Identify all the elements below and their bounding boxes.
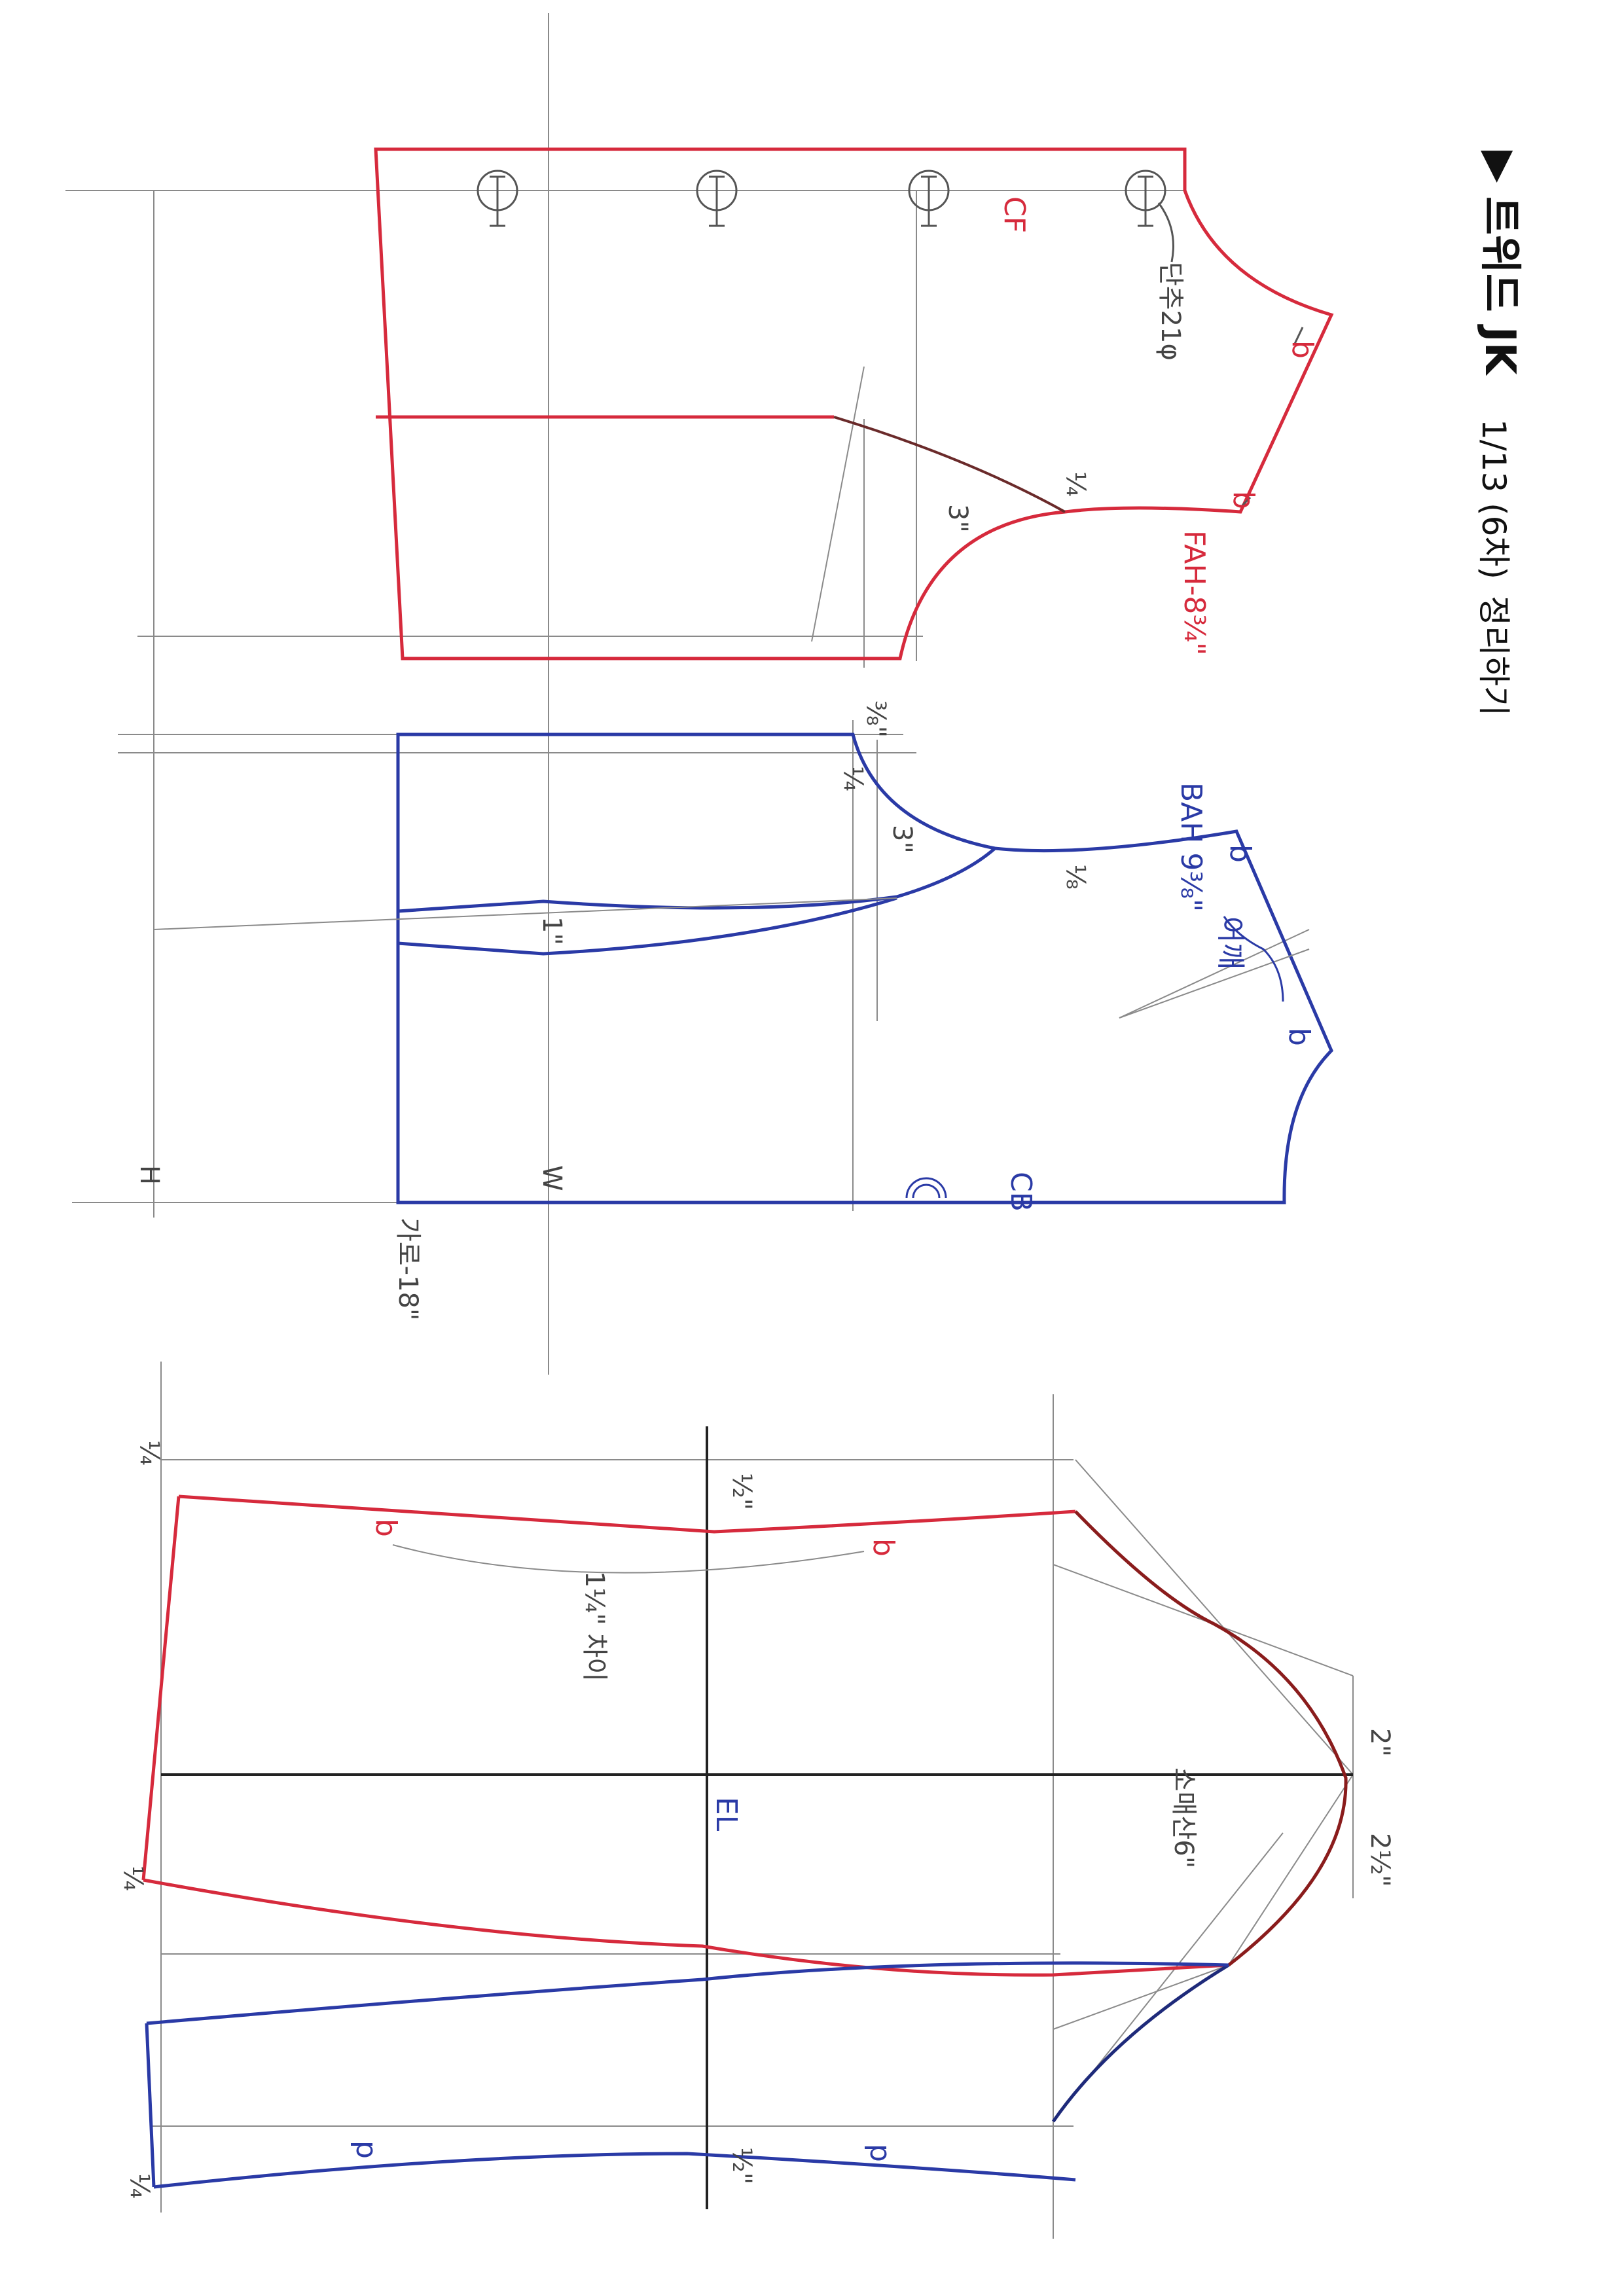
cap-height-label: 소매산6" bbox=[1168, 1767, 1199, 1868]
back-dart-lower bbox=[397, 896, 897, 956]
sleeve-front-notch: b bbox=[369, 1519, 403, 1537]
cf-label: CF bbox=[998, 196, 1031, 233]
back-notch: b bbox=[1282, 1028, 1316, 1046]
back-outline bbox=[396, 732, 1333, 1204]
shoulder-note: 어깨 bbox=[1214, 916, 1247, 969]
sleeve-under-seam bbox=[153, 2152, 1076, 2189]
back-armhole-label: BAH 9⅜" bbox=[1174, 782, 1208, 912]
sleeve-front-seam bbox=[143, 1878, 1229, 1977]
back-notch: b bbox=[1223, 844, 1257, 863]
hip-label: H bbox=[134, 1165, 164, 1185]
neck-mark-label: ¼ bbox=[838, 766, 868, 791]
hem-mark: ¼ bbox=[118, 1866, 148, 1891]
cap-side-mark: 2½" bbox=[1365, 1833, 1395, 1887]
sleeve-back-notch: p bbox=[350, 2141, 383, 2159]
hem-mark: ¼ bbox=[124, 2173, 154, 2199]
front-armhole-label: FAH-8¾" bbox=[1178, 530, 1211, 655]
width-label: 가로-18" bbox=[393, 1218, 423, 1320]
button-circle-icon bbox=[1125, 170, 1166, 227]
sheet-title: ▶ 트위드 JK 1/13 (6차) 정리하기 bbox=[1475, 151, 1524, 716]
button-circle-icon bbox=[908, 170, 950, 227]
sleeve-back-notch: p bbox=[863, 2144, 897, 2162]
front-dart-distance: 3" bbox=[943, 504, 973, 533]
front-dart-mark: ¼ bbox=[1060, 471, 1091, 497]
front-outline bbox=[374, 147, 1334, 660]
elbow-label: EL bbox=[710, 1797, 743, 1832]
front-notch: b bbox=[1286, 340, 1319, 359]
title-note: 정리하기 bbox=[1475, 596, 1513, 716]
button-note: 단추21φ bbox=[1155, 262, 1185, 361]
top-mark: ½" bbox=[727, 1473, 757, 1510]
back-dart-upper bbox=[397, 847, 996, 913]
front-notch: b bbox=[1227, 491, 1260, 509]
back-armhole-mark: ⅛ bbox=[1060, 864, 1091, 890]
front-bodice: CF 단추21φ FAH-8¾" ¼ 3" b b bbox=[374, 147, 1334, 660]
neck-drop-label: ⅜" bbox=[861, 700, 891, 738]
title-date: 1/13 (6차) bbox=[1475, 419, 1513, 579]
sleeve-cap-curve bbox=[1074, 1510, 1348, 1966]
back-bodice: CB BAH 9⅜" 어깨 ⅜" ¼ 3" ⅛ 1" 가로-18" H W b … bbox=[134, 700, 1333, 1320]
sleeve-hem-front bbox=[141, 1496, 181, 1881]
waist-label: W bbox=[537, 1165, 567, 1191]
sleeve-back-seam bbox=[146, 1961, 1229, 2025]
sleeve-top-seam bbox=[178, 1494, 1076, 1534]
button-circle-icon bbox=[477, 170, 518, 227]
back-dart-width: 1" bbox=[537, 916, 567, 945]
button-circle-icon bbox=[696, 170, 738, 227]
title-marker: ▶ bbox=[1475, 151, 1524, 183]
sleeve: EL 소매산6" 1¼" 차이 2" 2½" ½" ½" ¼ ¼ ¼ b b p… bbox=[118, 1426, 1395, 2209]
button-markers bbox=[477, 170, 1166, 227]
back-armhole-distance: 3" bbox=[887, 825, 917, 854]
hem-mark: ¼ bbox=[134, 1440, 164, 1466]
sleeve-hem-back bbox=[145, 2023, 156, 2188]
front-princess-line bbox=[833, 416, 1066, 513]
cap-top-mark: 2" bbox=[1365, 1728, 1395, 1757]
title-name: 트위드 JK bbox=[1475, 196, 1524, 376]
guide-lines bbox=[65, 13, 1354, 2239]
sleeve-front-notch: b bbox=[867, 1538, 900, 1557]
cb-label: CB bbox=[1004, 1172, 1038, 1212]
seam-mark: ½" bbox=[727, 2147, 757, 2184]
sleeve-cap-back bbox=[1051, 1963, 1230, 2123]
ease-note: 1¼" 차이 bbox=[579, 1571, 609, 1682]
